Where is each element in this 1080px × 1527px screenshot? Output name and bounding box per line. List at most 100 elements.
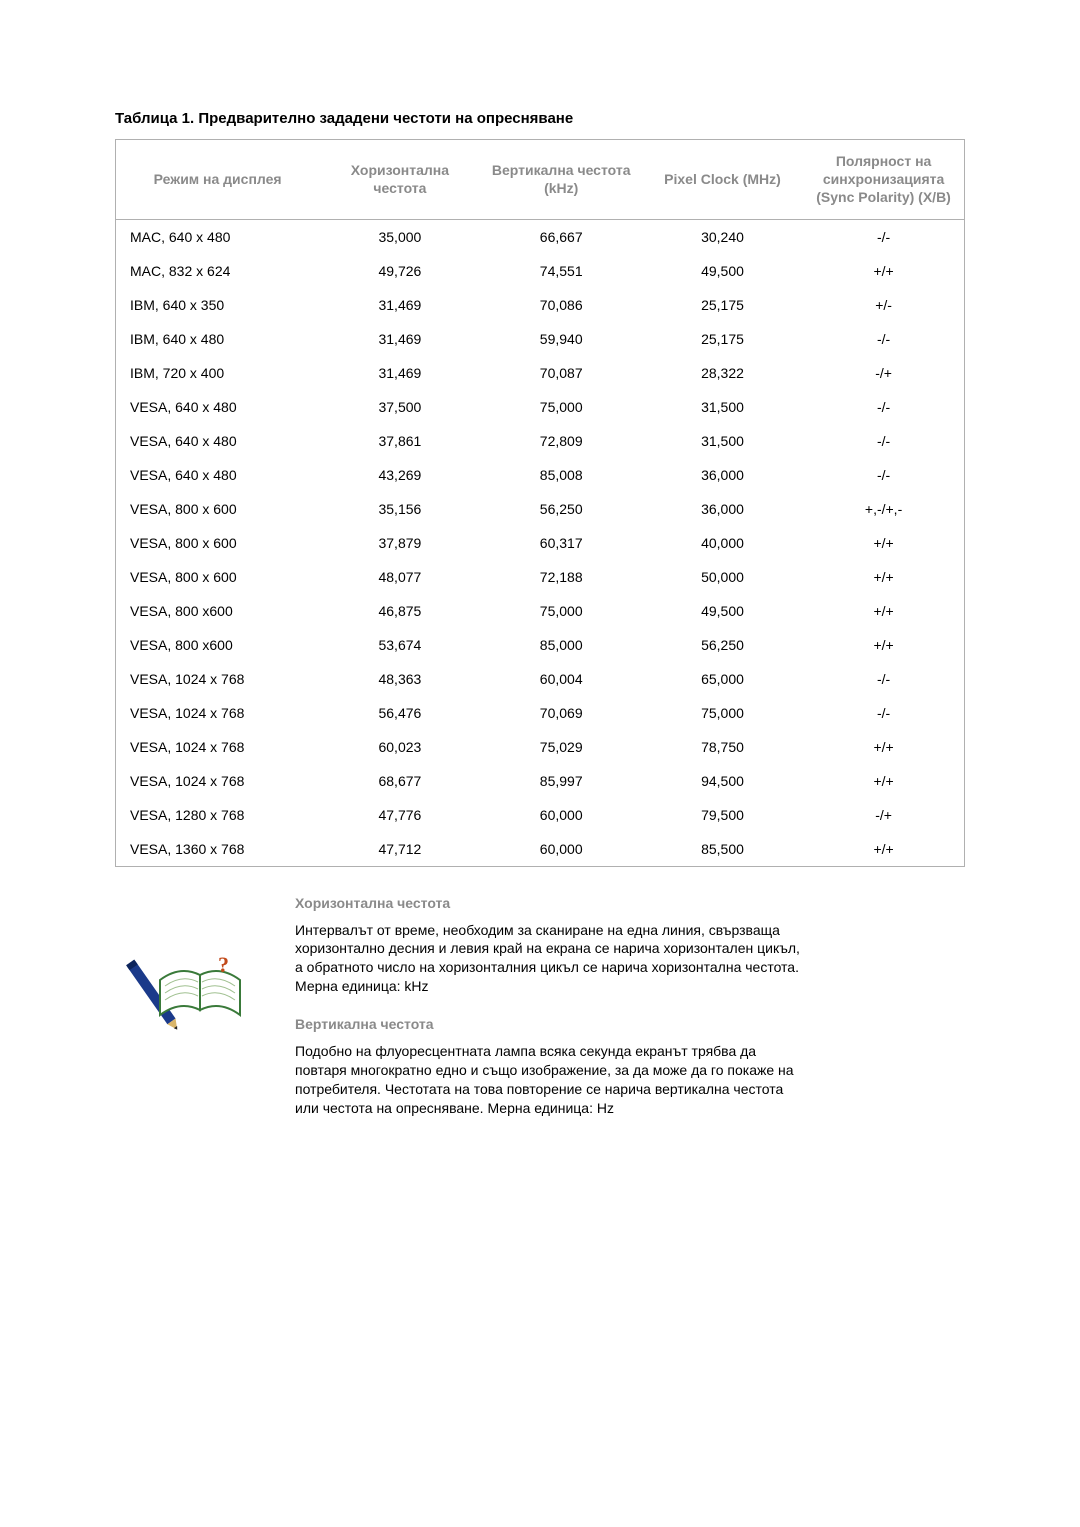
h-freq-heading: Хоризонтална честота bbox=[295, 895, 965, 911]
mode-cell: VESA, 1360 x 768 bbox=[116, 832, 320, 867]
value-cell: 31,469 bbox=[319, 322, 480, 356]
value-cell: +/+ bbox=[803, 764, 964, 798]
value-cell: 31,469 bbox=[319, 356, 480, 390]
value-cell: 79,500 bbox=[642, 798, 803, 832]
table-row: IBM, 640 x 48031,46959,94025,175-/- bbox=[116, 322, 965, 356]
table-row: VESA, 800 x 60048,07772,18850,000+/+ bbox=[116, 560, 965, 594]
value-cell: 66,667 bbox=[481, 219, 642, 254]
value-cell: 36,000 bbox=[642, 458, 803, 492]
table-row: VESA, 1280 x 76847,77660,00079,500-/+ bbox=[116, 798, 965, 832]
value-cell: 25,175 bbox=[642, 288, 803, 322]
table-header-row: Режим на дисплеяХоризонтална честотаВерт… bbox=[116, 140, 965, 220]
value-cell: +/+ bbox=[803, 628, 964, 662]
value-cell: 37,861 bbox=[319, 424, 480, 458]
value-cell: 65,000 bbox=[642, 662, 803, 696]
value-cell: 75,029 bbox=[481, 730, 642, 764]
table-row: VESA, 1024 x 76868,67785,99794,500+/+ bbox=[116, 764, 965, 798]
table-row: IBM, 640 x 35031,46970,08625,175+/- bbox=[116, 288, 965, 322]
table-row: VESA, 640 x 48037,50075,00031,500-/- bbox=[116, 390, 965, 424]
table-row: VESA, 640 x 48037,86172,80931,500-/- bbox=[116, 424, 965, 458]
mode-cell: VESA, 800 x 600 bbox=[116, 560, 320, 594]
mode-cell: VESA, 800 x 600 bbox=[116, 492, 320, 526]
table-row: VESA, 1024 x 76848,36360,00465,000-/- bbox=[116, 662, 965, 696]
mode-cell: IBM, 640 x 350 bbox=[116, 288, 320, 322]
value-cell: -/+ bbox=[803, 798, 964, 832]
value-cell: +/+ bbox=[803, 254, 964, 288]
value-cell: 75,000 bbox=[481, 390, 642, 424]
value-cell: 56,250 bbox=[481, 492, 642, 526]
value-cell: 49,500 bbox=[642, 254, 803, 288]
value-cell: 43,269 bbox=[319, 458, 480, 492]
table-body: MAC, 640 x 48035,00066,66730,240-/-MAC, … bbox=[116, 219, 965, 866]
value-cell: 49,500 bbox=[642, 594, 803, 628]
mode-cell: MAC, 832 x 624 bbox=[116, 254, 320, 288]
value-cell: 59,940 bbox=[481, 322, 642, 356]
description-text: Хоризонтална честота Интервалът от време… bbox=[295, 895, 965, 1138]
value-cell: 85,500 bbox=[642, 832, 803, 867]
value-cell: 25,175 bbox=[642, 322, 803, 356]
value-cell: 68,677 bbox=[319, 764, 480, 798]
description-block: ? Хоризонтална честота Интервалът от вре… bbox=[115, 895, 965, 1138]
value-cell: 46,875 bbox=[319, 594, 480, 628]
table-row: VESA, 1360 x 76847,71260,00085,500+/+ bbox=[116, 832, 965, 867]
value-cell: 56,250 bbox=[642, 628, 803, 662]
value-cell: -/- bbox=[803, 219, 964, 254]
value-cell: +/+ bbox=[803, 730, 964, 764]
mode-cell: MAC, 640 x 480 bbox=[116, 219, 320, 254]
mode-cell: VESA, 640 x 480 bbox=[116, 390, 320, 424]
book-icon: ? bbox=[115, 895, 295, 1040]
mode-cell: VESA, 1280 x 768 bbox=[116, 798, 320, 832]
value-cell: 60,023 bbox=[319, 730, 480, 764]
column-header: Pixel Clock (MHz) bbox=[642, 140, 803, 220]
column-header: Режим на дисплея bbox=[116, 140, 320, 220]
value-cell: -/- bbox=[803, 424, 964, 458]
value-cell: -/- bbox=[803, 696, 964, 730]
value-cell: 48,077 bbox=[319, 560, 480, 594]
value-cell: 72,809 bbox=[481, 424, 642, 458]
value-cell: 31,469 bbox=[319, 288, 480, 322]
value-cell: -/- bbox=[803, 390, 964, 424]
value-cell: 35,000 bbox=[319, 219, 480, 254]
value-cell: +/+ bbox=[803, 594, 964, 628]
value-cell: 78,750 bbox=[642, 730, 803, 764]
value-cell: 31,500 bbox=[642, 390, 803, 424]
value-cell: 60,000 bbox=[481, 798, 642, 832]
value-cell: 70,086 bbox=[481, 288, 642, 322]
value-cell: -/- bbox=[803, 662, 964, 696]
value-cell: -/- bbox=[803, 458, 964, 492]
value-cell: 48,363 bbox=[319, 662, 480, 696]
value-cell: +/+ bbox=[803, 560, 964, 594]
value-cell: -/- bbox=[803, 322, 964, 356]
table-header: Режим на дисплеяХоризонтална честотаВерт… bbox=[116, 140, 965, 220]
table-caption: Таблица 1. Предварително зададени честот… bbox=[115, 110, 965, 127]
value-cell: 49,726 bbox=[319, 254, 480, 288]
value-cell: +/- bbox=[803, 288, 964, 322]
table-row: VESA, 800 x60046,87575,00049,500+/+ bbox=[116, 594, 965, 628]
table-row: VESA, 1024 x 76860,02375,02978,750+/+ bbox=[116, 730, 965, 764]
value-cell: -/+ bbox=[803, 356, 964, 390]
table-row: VESA, 800 x 60035,15656,25036,000+,-/+,- bbox=[116, 492, 965, 526]
value-cell: 35,156 bbox=[319, 492, 480, 526]
table-row: MAC, 832 x 62449,72674,55149,500+/+ bbox=[116, 254, 965, 288]
mode-cell: VESA, 800 x 600 bbox=[116, 526, 320, 560]
value-cell: +,-/+,- bbox=[803, 492, 964, 526]
mode-cell: VESA, 1024 x 768 bbox=[116, 696, 320, 730]
value-cell: 85,000 bbox=[481, 628, 642, 662]
value-cell: 60,317 bbox=[481, 526, 642, 560]
value-cell: 60,000 bbox=[481, 832, 642, 867]
table-row: VESA, 800 x 60037,87960,31740,000+/+ bbox=[116, 526, 965, 560]
mode-cell: VESA, 640 x 480 bbox=[116, 458, 320, 492]
document-page: Таблица 1. Предварително зададени честот… bbox=[0, 0, 1080, 1527]
table-row: MAC, 640 x 48035,00066,66730,240-/- bbox=[116, 219, 965, 254]
value-cell: 37,879 bbox=[319, 526, 480, 560]
table-row: VESA, 1024 x 76856,47670,06975,000-/- bbox=[116, 696, 965, 730]
mode-cell: VESA, 1024 x 768 bbox=[116, 662, 320, 696]
table-row: IBM, 720 x 40031,46970,08728,322-/+ bbox=[116, 356, 965, 390]
value-cell: 28,322 bbox=[642, 356, 803, 390]
mode-cell: VESA, 640 x 480 bbox=[116, 424, 320, 458]
value-cell: 85,997 bbox=[481, 764, 642, 798]
value-cell: 30,240 bbox=[642, 219, 803, 254]
value-cell: 85,008 bbox=[481, 458, 642, 492]
value-cell: 60,004 bbox=[481, 662, 642, 696]
value-cell: +/+ bbox=[803, 832, 964, 867]
